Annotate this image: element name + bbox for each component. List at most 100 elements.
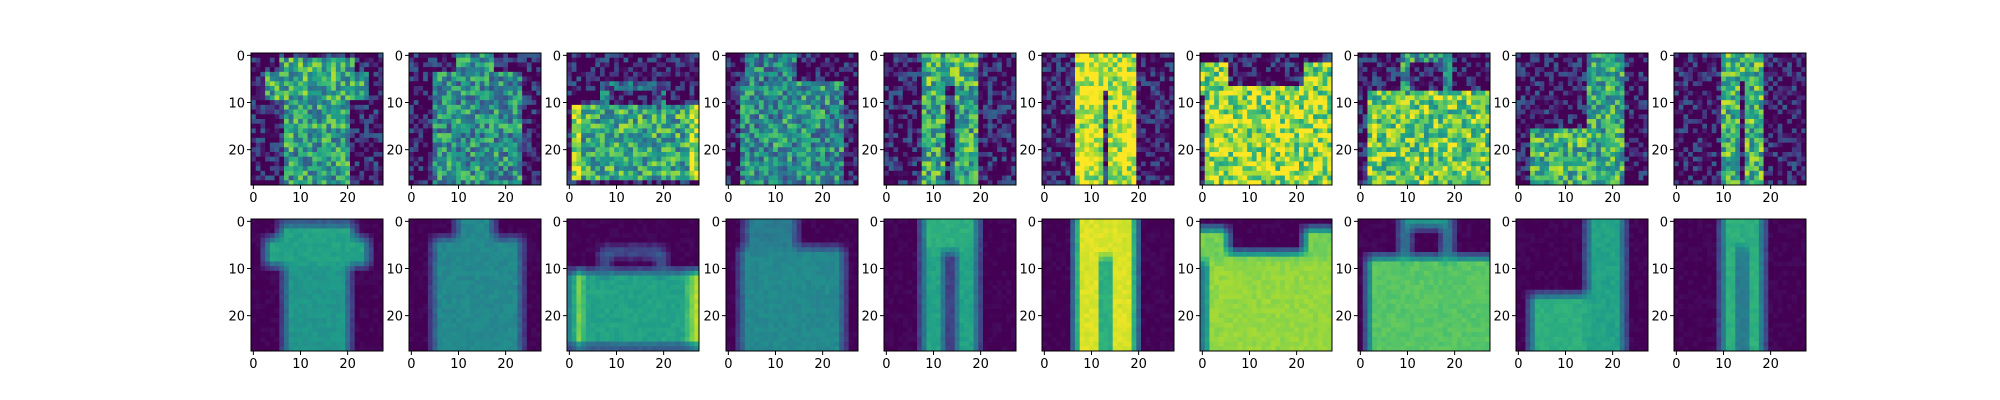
pixel (302, 180, 308, 186)
pixel (1169, 137, 1175, 143)
pixel (997, 81, 1003, 87)
pixel (475, 175, 481, 181)
pixel (503, 175, 509, 181)
pixel (684, 86, 690, 92)
pixel (581, 86, 587, 92)
pixel (368, 133, 374, 139)
pixel (432, 104, 438, 110)
pixel (898, 104, 904, 110)
pixel (1214, 53, 1220, 59)
pixel (829, 119, 835, 125)
pixel (787, 86, 793, 92)
pixel (437, 90, 443, 96)
pixel (317, 123, 323, 129)
pixel (470, 53, 476, 59)
pixel (345, 147, 351, 153)
pixel (656, 81, 662, 87)
pixel (1122, 170, 1128, 176)
y-tick-label: 0 (1028, 49, 1036, 64)
pixel (945, 147, 951, 153)
pixel (423, 81, 429, 87)
pixel (413, 161, 419, 167)
pixel (378, 119, 384, 125)
pixel (689, 67, 695, 73)
pixel (820, 133, 826, 139)
pixel (465, 86, 471, 92)
pixel (801, 104, 807, 110)
pixel (1164, 119, 1170, 125)
pixel (1136, 156, 1142, 162)
pixel (661, 166, 667, 172)
pixel (815, 71, 821, 77)
pixel (279, 114, 285, 120)
pixel (898, 86, 904, 92)
pixel (567, 119, 573, 125)
pixel (423, 67, 429, 73)
pixel (465, 137, 471, 143)
pixel (350, 119, 356, 125)
pixel (1136, 147, 1142, 153)
pixel (326, 137, 332, 143)
pixel (921, 114, 927, 120)
pixel (1006, 81, 1012, 87)
pixel (364, 180, 370, 186)
pixel (465, 67, 471, 73)
pixel (604, 100, 610, 106)
pixel (633, 137, 639, 143)
pixel (694, 71, 700, 77)
x-tick-label: 20 (972, 191, 989, 206)
pixel (265, 137, 271, 143)
pixel (590, 67, 596, 73)
pixel (997, 86, 1003, 92)
pixel (796, 100, 802, 106)
pixel (331, 71, 337, 77)
pixel (773, 156, 779, 162)
pixel (935, 123, 941, 129)
pixel (973, 170, 979, 176)
pixel (279, 76, 285, 82)
pixel (312, 90, 318, 96)
pixel (940, 175, 946, 181)
pixel (1098, 109, 1104, 115)
pixel (921, 95, 927, 101)
pixel (331, 175, 337, 181)
pixel (503, 76, 509, 82)
pixel (992, 152, 998, 158)
pixel (456, 86, 462, 92)
pixel (945, 142, 951, 148)
pixel (465, 166, 471, 172)
pixel (475, 95, 481, 101)
pixel (926, 161, 932, 167)
pixel (656, 86, 662, 92)
pixel (1209, 62, 1215, 68)
pixel (409, 123, 415, 129)
pixel (576, 166, 582, 172)
pixel (1065, 156, 1071, 162)
pixel (503, 180, 509, 186)
pixel (284, 137, 290, 143)
pixel (666, 109, 672, 115)
pixel (954, 62, 960, 68)
pixel (954, 100, 960, 106)
pixel (317, 114, 323, 120)
pixel (740, 104, 746, 110)
pixel (1011, 180, 1017, 186)
pixel (576, 147, 582, 153)
pixel (489, 119, 495, 125)
pixel (335, 161, 341, 167)
pixel (893, 161, 899, 167)
pixel (614, 123, 620, 129)
pixel (893, 180, 899, 186)
pixel (442, 67, 448, 73)
pixel (321, 175, 327, 181)
pixel (902, 166, 908, 172)
pixel (284, 81, 290, 87)
pixel (1117, 114, 1123, 120)
pixel (590, 109, 596, 115)
pixel (1299, 53, 1305, 59)
pixel (935, 81, 941, 87)
pixel (451, 137, 457, 143)
pixel (260, 119, 266, 125)
pixel (359, 67, 365, 73)
pixel (792, 100, 798, 106)
